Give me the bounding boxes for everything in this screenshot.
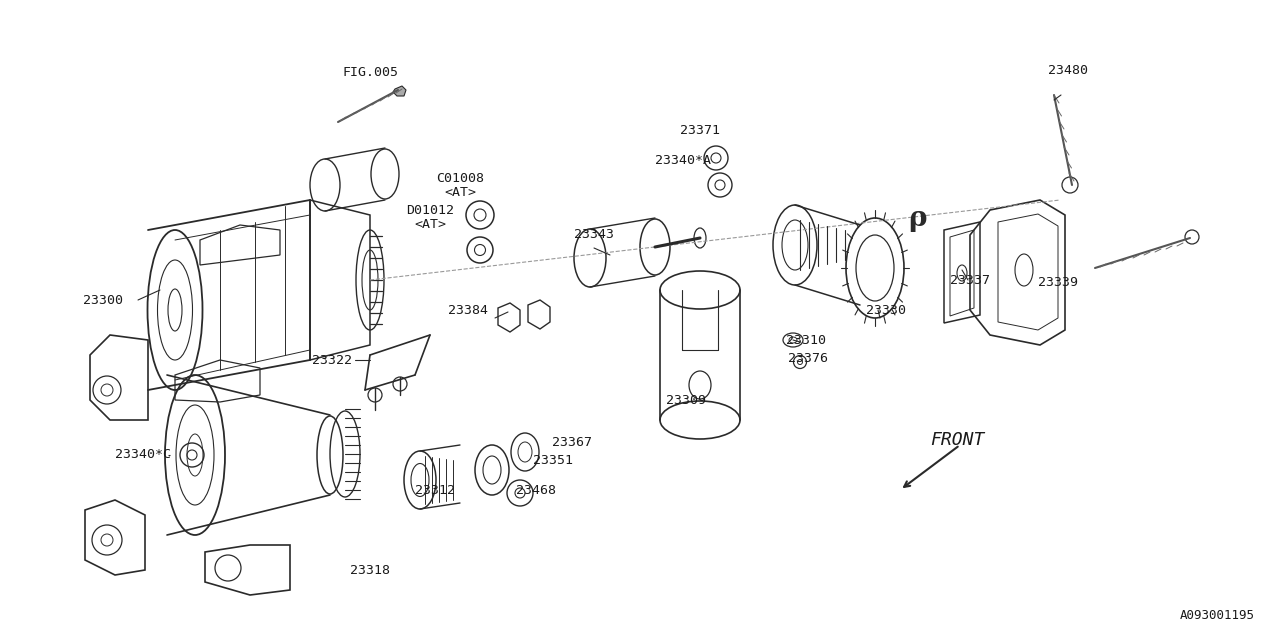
Text: 23384: 23384 xyxy=(448,303,488,317)
Text: 23339: 23339 xyxy=(1038,275,1078,289)
Text: <AT>: <AT> xyxy=(413,218,445,230)
Text: <AT>: <AT> xyxy=(444,186,476,198)
Text: 23330: 23330 xyxy=(867,303,906,317)
Text: 23337: 23337 xyxy=(950,273,989,287)
Text: 23343: 23343 xyxy=(573,228,614,241)
Text: A093001195: A093001195 xyxy=(1180,609,1254,622)
Text: C01008: C01008 xyxy=(436,172,484,184)
Text: 23310: 23310 xyxy=(786,333,826,346)
Text: 23300: 23300 xyxy=(83,294,123,307)
Text: 23468: 23468 xyxy=(516,483,556,497)
Text: ρ: ρ xyxy=(909,205,927,232)
Text: FIG.005: FIG.005 xyxy=(342,65,398,79)
Text: 23312: 23312 xyxy=(415,483,454,497)
Text: 23322: 23322 xyxy=(312,353,352,367)
Text: 23309: 23309 xyxy=(666,394,707,406)
Text: D01012: D01012 xyxy=(406,204,454,216)
Text: 23351: 23351 xyxy=(532,454,573,467)
Text: 23340*C: 23340*C xyxy=(115,449,172,461)
Text: 23371: 23371 xyxy=(680,124,719,136)
Text: 23367: 23367 xyxy=(552,436,591,449)
Text: 23318: 23318 xyxy=(349,563,390,577)
Text: 23480: 23480 xyxy=(1048,63,1088,77)
Text: 23376: 23376 xyxy=(788,351,828,365)
Polygon shape xyxy=(393,86,406,96)
Text: FRONT: FRONT xyxy=(931,431,984,449)
Text: 23340*A: 23340*A xyxy=(655,154,710,166)
